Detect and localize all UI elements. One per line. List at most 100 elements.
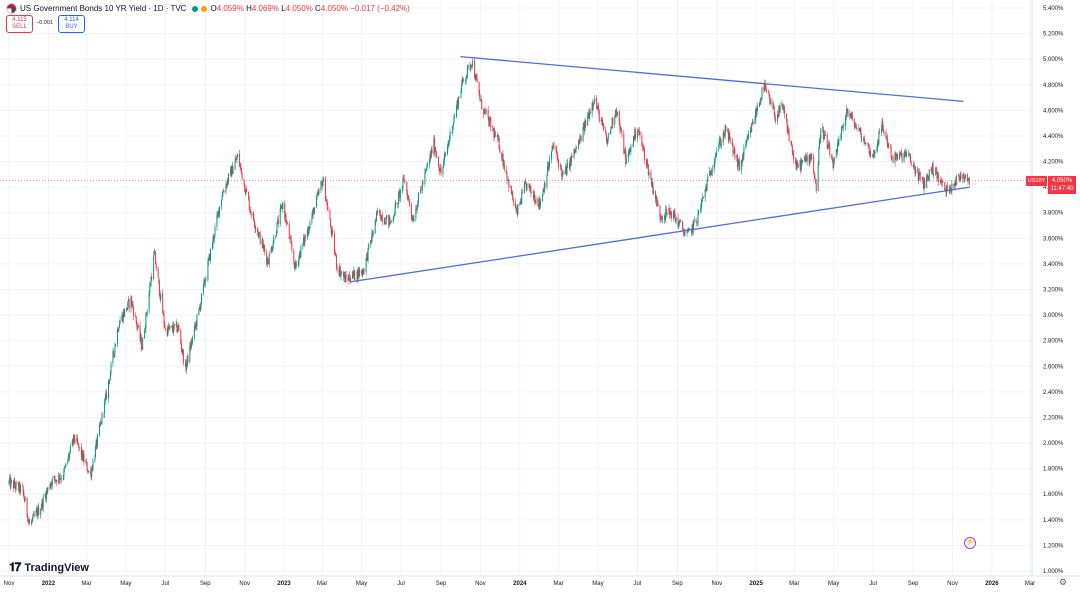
candle-body: [148, 293, 150, 312]
candle-body: [740, 160, 742, 171]
candle-body: [734, 149, 736, 159]
candle-body: [284, 202, 286, 218]
candle-body: [275, 236, 277, 237]
candle-body: [736, 155, 738, 159]
lightning-icon[interactable]: ⚡: [964, 537, 976, 549]
candle-body: [338, 268, 340, 275]
candle-body: [123, 312, 125, 317]
sell-button[interactable]: 4.115 SELL: [6, 15, 33, 33]
y-tick-label: 4.200%: [1043, 160, 1064, 166]
candle-body: [100, 421, 102, 425]
candle-body: [291, 243, 293, 251]
candle-body: [611, 117, 613, 129]
candle-body: [221, 196, 223, 200]
candle-body: [375, 213, 377, 222]
candle-body: [401, 187, 403, 190]
gear-icon[interactable]: ⚙: [1059, 577, 1068, 587]
buy-button[interactable]: 4.114 BUY: [58, 15, 85, 33]
candle-body: [594, 97, 596, 102]
candle-body: [587, 116, 589, 126]
x-tick-label: Jul: [161, 581, 169, 587]
candle-body: [733, 151, 735, 153]
candle-body: [488, 118, 490, 126]
candle-body: [521, 191, 523, 193]
candle-body: [316, 195, 318, 197]
candle-body: [42, 500, 44, 508]
candle-body: [679, 220, 681, 222]
tradingview-logo[interactable]: 𝟏𝟕 TradingView: [9, 560, 89, 575]
candle-body: [512, 191, 514, 200]
candle-body: [860, 134, 862, 142]
candle-body: [462, 78, 464, 80]
y-tick-label: 4.400%: [1043, 134, 1064, 140]
candle-body: [928, 169, 930, 181]
candle-body: [264, 248, 266, 253]
candle-body: [271, 247, 273, 251]
candle-body: [931, 170, 933, 175]
candle-body: [944, 189, 946, 191]
sell-label: SELL: [12, 24, 27, 30]
candle-body: [199, 307, 201, 310]
candle-body: [476, 74, 478, 80]
candle-body: [45, 494, 47, 500]
candle-body: [339, 266, 341, 277]
candle-body: [230, 168, 232, 174]
candle-body: [367, 247, 369, 261]
candle-body: [33, 513, 35, 515]
candle-body: [33, 513, 35, 516]
candle-body: [751, 122, 753, 124]
candle-body: [191, 341, 193, 344]
candle-body: [732, 144, 734, 153]
candle-body: [98, 424, 100, 435]
candle-body: [813, 156, 815, 174]
candle-body: [103, 413, 105, 414]
candle-body: [118, 327, 120, 332]
candle-body: [357, 270, 359, 279]
candle-body: [891, 156, 893, 158]
candle-body: [844, 119, 846, 127]
candle-body: [433, 137, 435, 154]
candle-body: [194, 325, 196, 328]
candle-body: [257, 228, 259, 233]
candle-body: [417, 192, 419, 203]
candle-body: [589, 111, 591, 114]
candle-body: [591, 102, 593, 114]
candle-body: [448, 139, 450, 142]
candle-body: [321, 181, 323, 183]
candle-body: [951, 184, 953, 191]
candle-body: [69, 452, 71, 458]
candle-body: [62, 477, 64, 479]
candle-body: [930, 169, 932, 171]
candle-body: [856, 128, 858, 129]
candle-body: [551, 146, 553, 152]
candle-body: [501, 152, 503, 159]
candle-body: [483, 109, 485, 114]
time-scale[interactable]: Nov 2022 Mar May Jul Sep Nov 2023 Mar May Jul Sep No…: [4, 581, 1036, 587]
candle-body: [853, 118, 855, 127]
trendlines[interactable]: [350, 55, 971, 283]
candle-body: [530, 185, 532, 194]
candle-body: [92, 460, 94, 470]
candle-body: [153, 250, 155, 256]
candle-body: [616, 110, 618, 116]
us-flag-icon: [6, 3, 17, 14]
candle-body: [447, 142, 449, 147]
candle-body: [802, 160, 804, 161]
symbol-title[interactable]: US Government Bonds 10 YR Yield · 1D · T…: [20, 4, 187, 13]
candle-body: [466, 74, 468, 78]
candle-body: [773, 107, 775, 115]
candle-body: [472, 60, 474, 66]
candle-body: [294, 262, 296, 269]
candle-body: [368, 243, 370, 248]
candle-body: [397, 202, 399, 205]
candle-body: [23, 492, 25, 498]
candle-body: [485, 110, 487, 112]
candle-body: [149, 285, 151, 286]
candle-body: [849, 113, 851, 117]
candle-body: [842, 127, 844, 128]
candle-body: [137, 325, 139, 328]
candle-body: [552, 146, 554, 148]
price-scale[interactable]: 5.400% 5.200% 5.000% 4.800% 4.600% 4.400% 4.20…: [1043, 6, 1064, 575]
candle-body: [330, 219, 332, 228]
